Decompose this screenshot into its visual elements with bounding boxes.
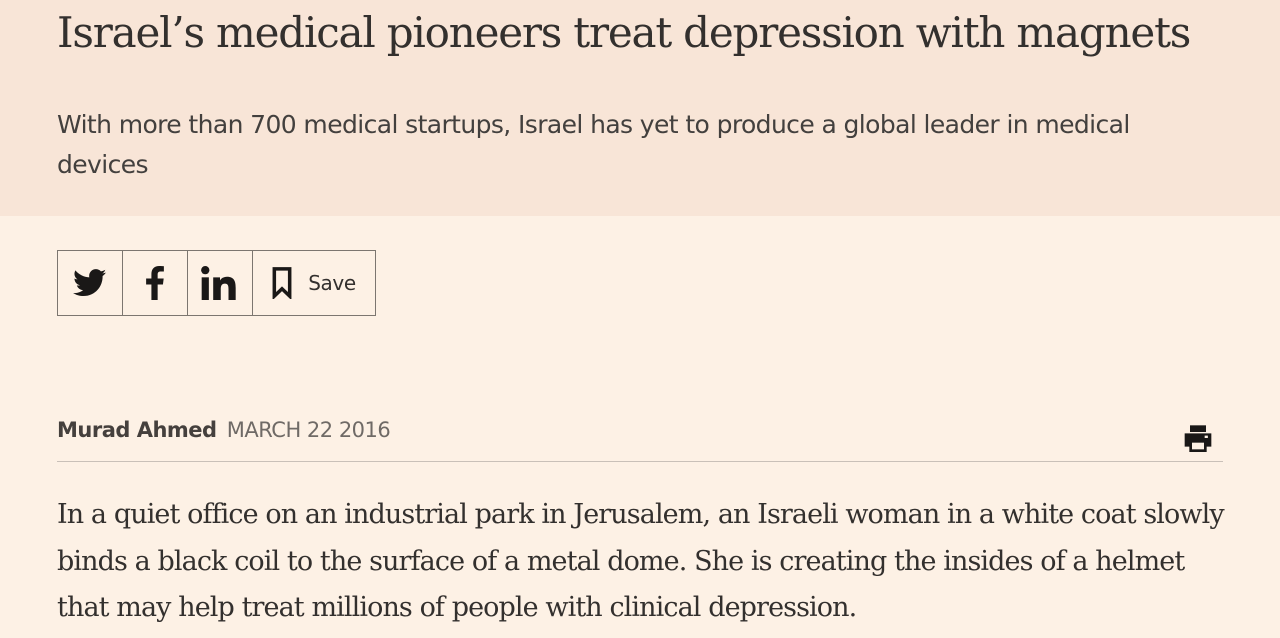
bookmark-icon bbox=[272, 267, 292, 299]
standfirst: With more than 700 medical startups, Isr… bbox=[57, 110, 1130, 179]
publish-date: MARCH 22 2016 bbox=[226, 418, 391, 442]
share-bar: Save bbox=[57, 250, 376, 316]
share-facebook-button[interactable] bbox=[123, 251, 188, 315]
linkedin-icon bbox=[201, 266, 236, 300]
save-label: Save bbox=[308, 271, 356, 295]
headline: Israel’s medical pioneers treat depressi… bbox=[57, 8, 1191, 57]
facebook-icon bbox=[146, 266, 164, 300]
article-body-paragraph: In a quiet office on an industrial park … bbox=[57, 499, 1225, 623]
author-link[interactable]: Murad Ahmed bbox=[57, 418, 217, 442]
share-linkedin-button[interactable] bbox=[188, 251, 253, 315]
printer-icon bbox=[1184, 425, 1212, 452]
byline-divider bbox=[57, 461, 1223, 462]
save-button[interactable]: Save bbox=[253, 251, 375, 315]
print-button[interactable] bbox=[1182, 422, 1214, 454]
twitter-icon bbox=[73, 269, 107, 297]
share-twitter-button[interactable] bbox=[58, 251, 123, 315]
article-header: Israel’s medical pioneers treat depressi… bbox=[0, 0, 1280, 216]
byline: Murad Ahmed MARCH 22 2016 bbox=[57, 418, 391, 442]
